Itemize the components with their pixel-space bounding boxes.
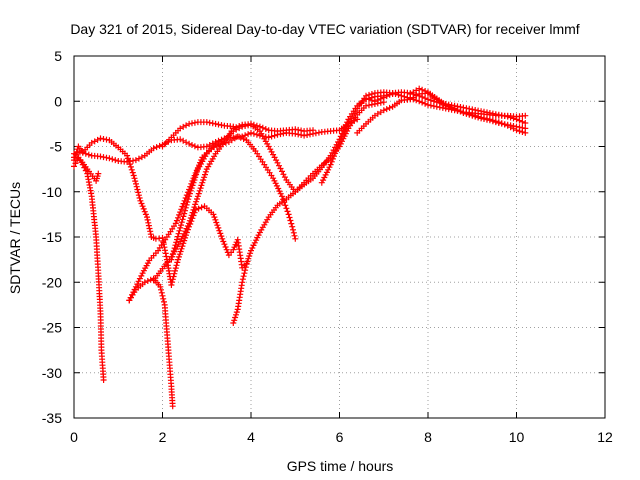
series-track-8	[230, 91, 396, 326]
y-tick-label: -20	[42, 274, 62, 290]
data-series	[71, 85, 529, 410]
x-axis-label: GPS time / hours	[287, 458, 394, 474]
y-tick-label: -10	[42, 184, 62, 200]
series-track-9	[150, 120, 316, 284]
y-tick-label: -5	[50, 139, 63, 155]
series-track-4	[71, 154, 102, 184]
series-track-11	[318, 89, 529, 186]
y-axis-label: SDTVAR / TECUs	[7, 182, 23, 294]
x-tick-label: 12	[597, 429, 613, 445]
data-point-markers	[71, 154, 102, 184]
series-track-1	[71, 135, 250, 288]
y-tick-label: 5	[54, 48, 62, 64]
series-track-5	[126, 275, 176, 410]
data-point-markers	[71, 135, 250, 288]
series-track-14	[363, 89, 529, 126]
data-point-markers	[318, 89, 529, 186]
data-point-markers	[363, 89, 529, 126]
x-tick-label: 6	[336, 429, 344, 445]
y-tick-label: -30	[42, 365, 62, 381]
y-tick-label: -25	[42, 320, 62, 336]
tick-labels: 0 2 4 6 8 10 12 5 0 -5 -10 -15 -20 -25 -30 -35	[42, 48, 613, 445]
series-track-10	[159, 119, 237, 150]
y-tick-label: -35	[42, 410, 62, 426]
x-tick-label: 4	[247, 429, 255, 445]
chart-title: Day 321 of 2015, Sidereal Day-to-day VTE…	[70, 21, 579, 37]
x-tick-label: 2	[159, 429, 167, 445]
data-point-markers	[126, 275, 176, 410]
x-tick-label: 10	[509, 429, 525, 445]
y-tick-label: -15	[42, 229, 62, 245]
plot-frame	[73, 55, 606, 419]
data-point-markers	[159, 119, 237, 150]
data-point-markers	[230, 91, 396, 326]
series-track-3	[71, 154, 107, 383]
data-point-markers	[150, 120, 316, 284]
x-tick-label: 8	[424, 429, 432, 445]
x-tick-label: 0	[70, 429, 78, 445]
y-tick-label: 0	[54, 93, 62, 109]
data-point-markers	[71, 154, 107, 383]
